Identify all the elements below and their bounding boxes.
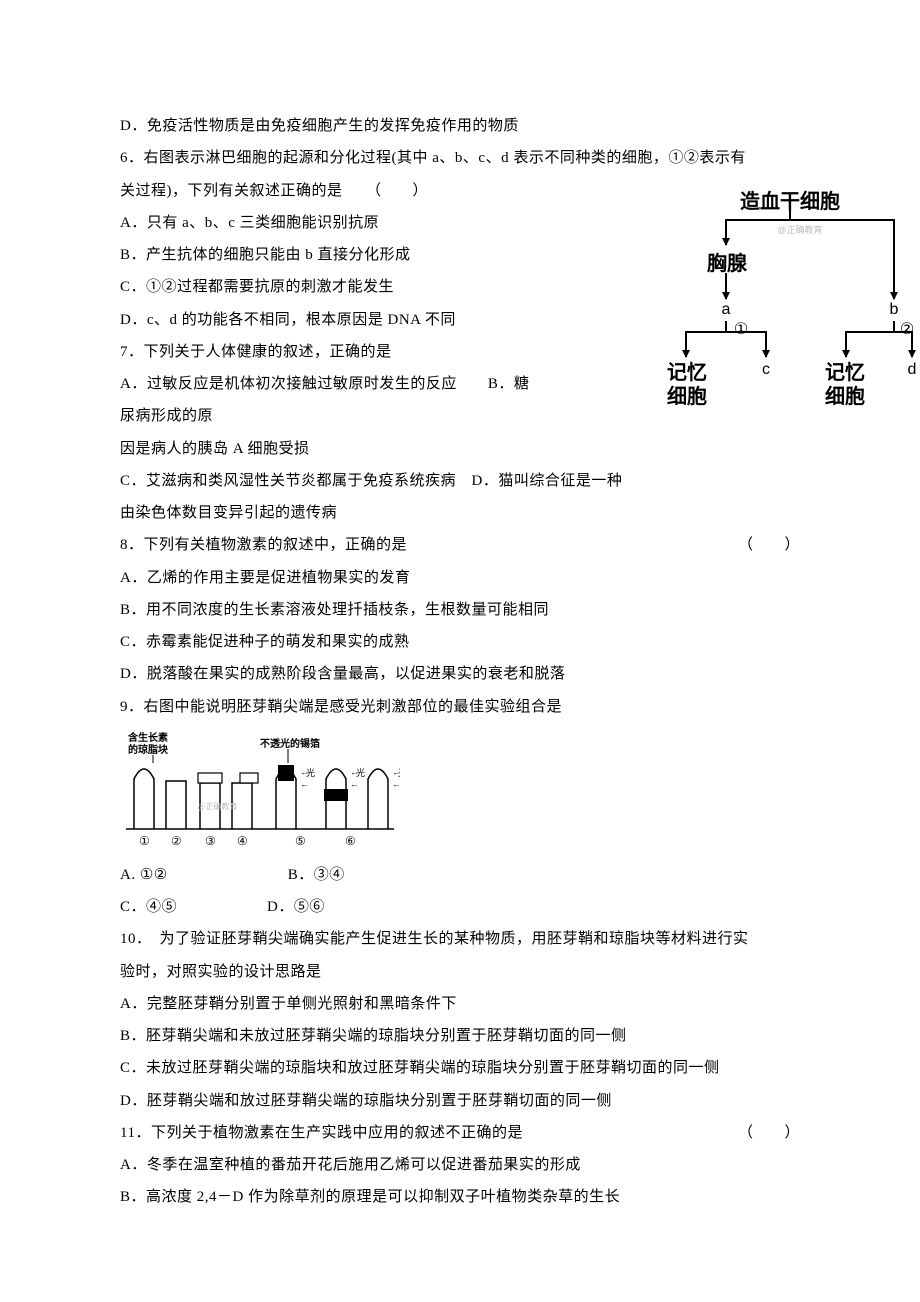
q10-stem-line2: 验时，对照实验的设计思路是: [120, 956, 800, 988]
label-agar-2: 的琼脂块: [128, 743, 169, 756]
q11-paren: （ ）: [738, 1117, 800, 1149]
light-label: 光: [306, 767, 315, 778]
q10-option-d: D．胚芽鞘尖端和放过胚芽鞘尖端的琼脂块分别置于胚芽鞘切面的同一侧: [120, 1085, 800, 1117]
q9-option-c: C．④⑤: [120, 899, 177, 915]
q11-stem-row: 11．下列关于植物激素在生产实践中应用的叙述不正确的是 （ ）: [120, 1117, 800, 1149]
q9-options-row2: C．④⑤ D．⑤⑥: [120, 891, 800, 923]
edge: [725, 219, 895, 221]
q11-option-b: B．高浓度 2,4－D 作为除草剂的原理是可以抑制双子叶植物类杂草的生长: [120, 1181, 800, 1213]
watermark: @正确教育: [198, 801, 237, 811]
q9-num-3: ③: [205, 834, 216, 848]
q9-option-a: A. ①②: [120, 867, 168, 883]
q10-option-b: B．胚芽鞘尖端和未放过胚芽鞘尖端的琼脂块分别置于胚芽鞘切面的同一侧: [120, 1020, 800, 1052]
edge: [893, 321, 895, 331]
node-a: a: [719, 301, 733, 319]
cell-lineage-diagram: 造血干细胞 @正确教育 胸腺 a ① 记忆 细胞 c b ② 记忆 细胞: [665, 185, 915, 455]
q7-option-d-part2: 由染色体数目变异引起的遗传病: [120, 497, 800, 529]
label-foil: 不透光的锡箔: [260, 737, 320, 750]
q8-paren: （ ）: [738, 529, 800, 561]
q6-stem-line1: 6．右图表示淋巴细胞的起源和分化过程(其中 a、b、c、d 表示不同种类的细胞，…: [120, 142, 800, 174]
q9-option-b: B．③④: [288, 867, 345, 883]
edge: [789, 209, 791, 219]
document-page: 造血干细胞 @正确教育 胸腺 a ① 记忆 细胞 c b ② 记忆 细胞: [0, 0, 920, 1302]
node-c: c: [759, 361, 773, 379]
edge: [685, 331, 765, 333]
watermark: @正确教育: [765, 223, 835, 236]
node-memory-left: 记忆 细胞: [665, 361, 709, 409]
q9-stem: 9．右图中能说明胚芽鞘尖端是感受光刺激部位的最佳实验组合是: [120, 691, 800, 723]
q11-option-a: A．冬季在温室种植的番茄开花后施用乙烯可以促进番茄果实的形成: [120, 1149, 800, 1181]
q9-num-5: ⑤: [295, 834, 306, 848]
q8-stem: 8．下列有关植物激素的叙述中，正确的是: [120, 529, 407, 561]
svg-text:←: ←: [350, 779, 359, 789]
memory-label: 记忆: [825, 362, 865, 384]
q7-option-c: C．艾滋病和类风湿性关节炎都属于免疫系统疾病: [120, 473, 456, 489]
cell-label: 细胞: [825, 386, 865, 408]
light-label: 光: [398, 767, 400, 778]
q10-option-a: A．完整胚芽鞘分别置于单侧光照射和黑暗条件下: [120, 988, 800, 1020]
arrow: [765, 331, 767, 357]
arrow: [911, 331, 913, 357]
q7-option-a: A．过敏反应是机体初次接触过敏原时发生的反应: [120, 376, 457, 392]
svg-text:←: ←: [300, 779, 309, 789]
q9-svg: .lab { font-family: SimSun, serif; font-…: [120, 729, 400, 857]
memory-label: 记忆: [667, 362, 707, 384]
arrow: [685, 331, 687, 357]
q9-options-row1: A. ①② B．③④: [120, 859, 800, 891]
q9-option-d: D．⑤⑥: [267, 899, 325, 915]
q8-option-d: D．脱落酸在果实的成熟阶段含量最高，以促进果实的衰老和脱落: [120, 658, 800, 690]
arrow: [893, 219, 895, 299]
svg-text:←: ←: [392, 779, 400, 789]
label-circ2: ②: [897, 319, 917, 339]
q10-stem-line1: 10． 为了验证胚芽鞘尖端确实能产生促进生长的某种物质，用胚芽鞘和琼脂块等材料进…: [120, 923, 800, 955]
node-b: b: [887, 301, 901, 319]
q9-num-1: ①: [139, 834, 150, 848]
node-thymus: 胸腺: [703, 247, 751, 276]
q7-option-d-part1: D．猫叫综合征是一种: [472, 473, 623, 489]
q9-num-6: ⑥: [345, 834, 356, 848]
q8-option-a: A．乙烯的作用主要是促进植物果实的发育: [120, 562, 800, 594]
q8-option-c: C．赤霉素能促进种子的萌发和果实的成熟: [120, 626, 800, 658]
q9-num-2: ②: [171, 834, 182, 848]
light-label: 光: [356, 767, 365, 778]
arrow: [725, 219, 727, 245]
q9-coleoptile-diagram: .lab { font-family: SimSun, serif; font-…: [120, 729, 800, 857]
edge: [725, 321, 727, 331]
node-d: d: [905, 361, 919, 379]
q10-option-c: C．未放过胚芽鞘尖端的琼脂块和放过胚芽鞘尖端的琼脂块分别置于胚芽鞘切面的同一侧: [120, 1052, 800, 1084]
arrow: [845, 331, 847, 357]
node-memory-right: 记忆 细胞: [823, 361, 867, 409]
q8-option-b: B．用不同浓度的生长素溶液处理扦插枝条，生根数量可能相同: [120, 594, 800, 626]
q5-option-d: D．免疫活性物质是由免疫细胞产生的发挥免疫作用的物质: [120, 110, 800, 142]
q11-stem: 11．下列关于植物激素在生产实践中应用的叙述不正确的是: [120, 1117, 523, 1149]
label-agar-1: 含生长素: [128, 731, 168, 744]
q9-num-4: ④: [237, 834, 248, 848]
label-circ1: ①: [731, 319, 751, 339]
q7-option-cd: C．艾滋病和类风湿性关节炎都属于免疫系统疾病 D．猫叫综合征是一种: [120, 465, 800, 497]
q8-stem-row: 8．下列有关植物激素的叙述中，正确的是 （ ）: [120, 529, 800, 561]
cell-label: 细胞: [667, 386, 707, 408]
arrow: [725, 273, 727, 299]
